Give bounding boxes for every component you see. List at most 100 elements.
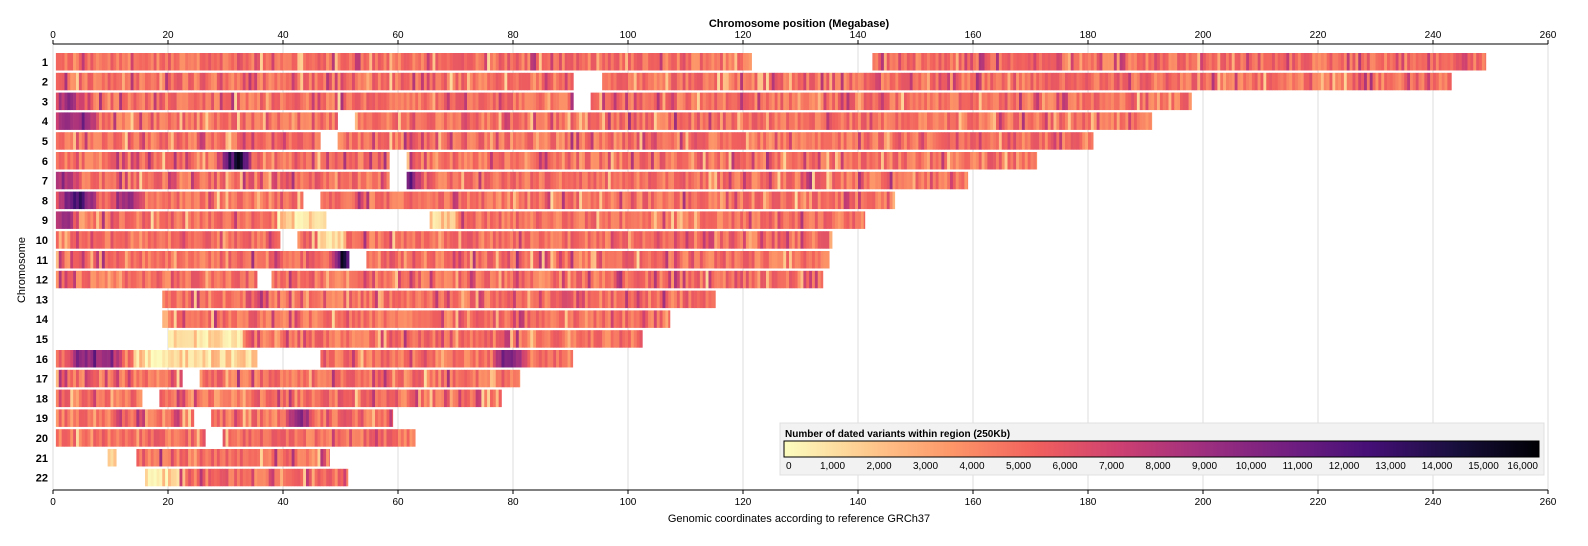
variant-bin bbox=[1323, 53, 1327, 71]
variant-bin bbox=[924, 152, 928, 170]
variant-bin bbox=[406, 53, 410, 71]
variant-bin bbox=[981, 53, 985, 71]
variant-bin bbox=[495, 92, 499, 111]
variant-bin bbox=[472, 211, 476, 229]
variant-bin bbox=[360, 330, 364, 348]
variant-bin bbox=[386, 72, 390, 91]
variant-bin bbox=[881, 72, 885, 91]
variant-bin bbox=[599, 171, 603, 190]
variant-bin bbox=[337, 270, 341, 289]
variant-bin bbox=[110, 72, 114, 91]
variant-bin bbox=[412, 152, 416, 170]
variant-bin bbox=[763, 72, 767, 91]
variant-bin bbox=[159, 72, 163, 91]
variant-bin bbox=[668, 132, 672, 150]
variant-bin bbox=[533, 171, 537, 190]
variant-bin bbox=[153, 171, 157, 190]
variant-bin bbox=[648, 290, 652, 309]
variant-bin bbox=[803, 211, 807, 229]
variant-bin bbox=[139, 251, 143, 269]
variant-bin bbox=[283, 152, 287, 170]
variant-bin bbox=[176, 290, 180, 309]
variant-bin bbox=[283, 389, 287, 408]
variant-bin bbox=[182, 191, 186, 210]
variant-bin bbox=[935, 112, 939, 130]
variant-bin bbox=[521, 191, 525, 210]
variant-bin bbox=[481, 53, 485, 71]
variant-bin bbox=[541, 231, 545, 249]
variant-bin bbox=[412, 132, 416, 150]
variant-bin bbox=[360, 171, 364, 190]
variant-bin bbox=[817, 92, 821, 111]
variant-bin bbox=[843, 152, 847, 170]
variant-bin bbox=[487, 231, 491, 249]
variant-bin bbox=[346, 191, 350, 210]
variant-bin bbox=[208, 152, 212, 170]
variant-bin bbox=[587, 211, 591, 229]
variant-bin bbox=[193, 251, 198, 269]
variant-bin bbox=[1223, 72, 1227, 91]
variant-bin bbox=[579, 171, 583, 190]
variant-bin bbox=[513, 132, 517, 150]
variant-bin bbox=[656, 112, 660, 130]
variant-bin bbox=[291, 112, 295, 130]
variant-bin bbox=[651, 72, 655, 91]
variant-bin bbox=[613, 152, 617, 170]
variant-bin bbox=[113, 270, 117, 289]
variant-bin bbox=[176, 72, 180, 91]
variant-bin bbox=[308, 290, 313, 309]
variant-bin bbox=[975, 53, 980, 71]
variant-bin bbox=[245, 92, 249, 111]
variant-bin bbox=[515, 152, 520, 170]
variant-bin bbox=[1148, 72, 1152, 91]
variant-bin bbox=[1185, 72, 1189, 91]
variant-bin bbox=[107, 132, 111, 150]
variant-bin bbox=[561, 152, 566, 170]
variant-bin bbox=[981, 112, 985, 130]
variant-bin bbox=[803, 191, 807, 210]
variant-bin bbox=[64, 171, 68, 190]
variant-bin bbox=[1013, 53, 1017, 71]
variant-bin bbox=[875, 152, 879, 170]
variant-bin bbox=[533, 231, 537, 249]
variant-bin bbox=[1070, 112, 1074, 130]
variant-bin bbox=[717, 191, 721, 210]
variant-bin bbox=[610, 290, 614, 309]
variant-bin bbox=[697, 152, 701, 170]
variant-bin bbox=[527, 231, 531, 249]
variant-bin bbox=[1108, 53, 1112, 71]
variant-bin bbox=[360, 231, 364, 249]
variant-bin bbox=[277, 152, 281, 170]
variant-bin bbox=[504, 171, 508, 190]
variant-bin bbox=[760, 191, 764, 210]
variant-bin bbox=[323, 92, 327, 111]
variant-bin bbox=[550, 53, 554, 71]
variant-bin bbox=[277, 270, 281, 289]
variant-bin bbox=[162, 389, 166, 408]
variant-bin bbox=[110, 270, 114, 289]
variant-bin bbox=[858, 152, 862, 170]
variant-bin bbox=[642, 132, 646, 150]
variant-bin bbox=[403, 251, 407, 269]
variant-bin bbox=[464, 330, 468, 348]
variant-bin bbox=[725, 72, 729, 91]
variant-bin bbox=[254, 251, 258, 269]
variant-bin bbox=[182, 231, 186, 249]
variant-bin bbox=[633, 330, 637, 348]
variant-bin bbox=[607, 92, 612, 111]
variant-bin bbox=[1223, 53, 1227, 71]
variant-bin bbox=[513, 92, 517, 111]
variant-bin bbox=[176, 350, 180, 368]
variant-bin bbox=[1226, 72, 1230, 91]
variant-bin bbox=[668, 270, 672, 289]
variant-bin bbox=[239, 369, 244, 388]
variant-bin bbox=[446, 53, 451, 71]
variant-bin bbox=[119, 53, 123, 71]
variant-bin bbox=[814, 191, 819, 210]
variant-bin bbox=[570, 211, 574, 229]
variant-bin bbox=[110, 350, 114, 368]
variant-bin bbox=[892, 92, 896, 111]
variant-bin bbox=[498, 211, 502, 229]
variant-bin bbox=[734, 171, 738, 190]
variant-bin bbox=[648, 231, 652, 249]
